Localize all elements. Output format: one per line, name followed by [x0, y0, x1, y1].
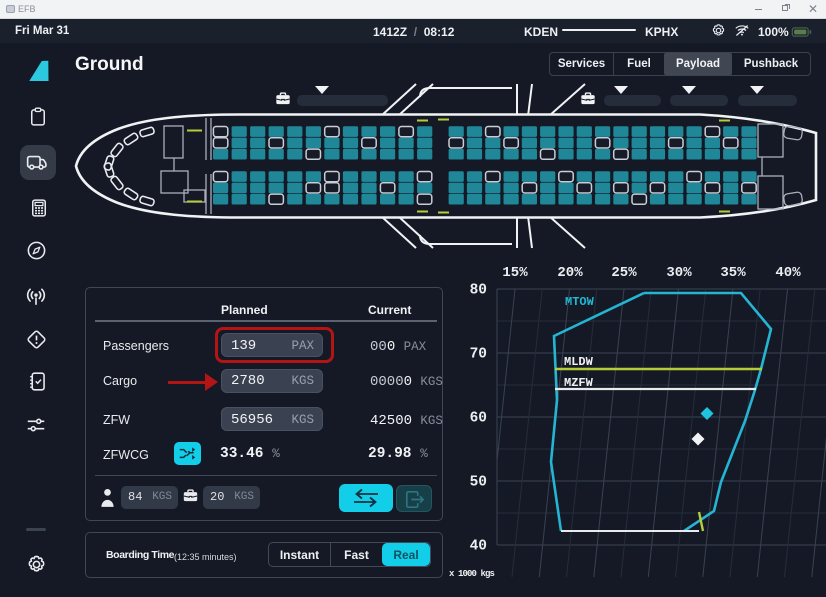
svg-text:35%: 35% — [720, 265, 746, 281]
svg-text:MLDW: MLDW — [564, 355, 594, 369]
svg-text:x 1000 kgs: x 1000 kgs — [449, 569, 495, 579]
svg-text:70: 70 — [470, 347, 487, 363]
svg-text:25%: 25% — [611, 265, 637, 281]
svg-text:20%: 20% — [557, 265, 583, 281]
svg-text:30%: 30% — [666, 265, 692, 281]
svg-text:40%: 40% — [775, 265, 801, 281]
svg-text:MTOW: MTOW — [565, 295, 595, 309]
svg-text:MZFW: MZFW — [564, 376, 594, 390]
svg-text:80: 80 — [470, 283, 487, 299]
svg-text:15%: 15% — [502, 265, 528, 281]
svg-text:60: 60 — [470, 411, 487, 427]
svg-text:50: 50 — [470, 475, 487, 491]
svg-text:40: 40 — [470, 539, 487, 555]
